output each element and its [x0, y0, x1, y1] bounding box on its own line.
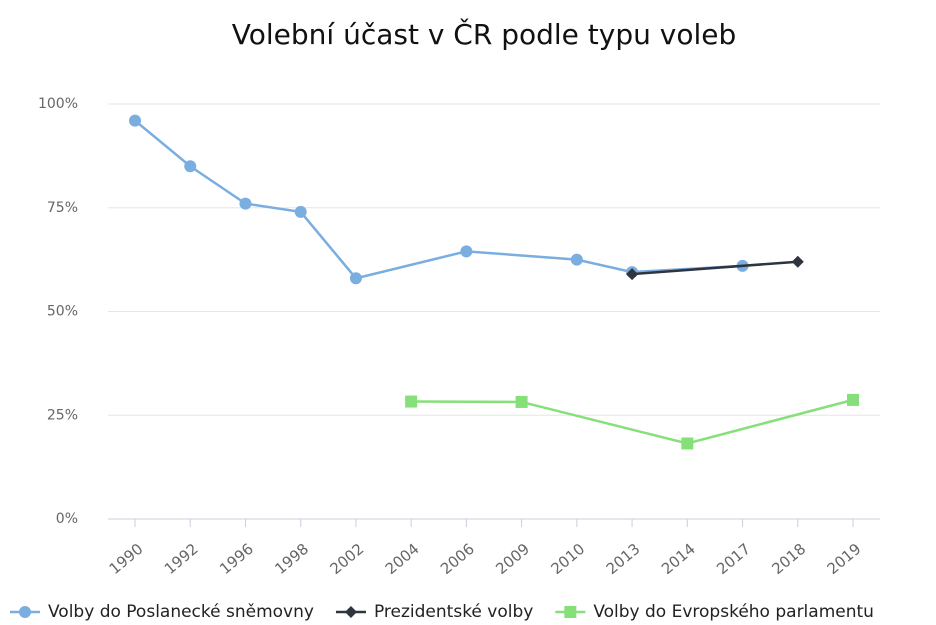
legend-label: Prezidentské volby	[374, 602, 533, 622]
legend-label: Volby do Evropského parlamentu	[593, 602, 874, 622]
x-tick-label: 2014	[658, 540, 699, 578]
data-point	[405, 395, 418, 408]
x-tick-label: 1990	[106, 540, 147, 578]
data-point	[564, 606, 577, 618]
x-tick-label: 2017	[713, 540, 754, 578]
data-point	[681, 437, 694, 450]
legend-label: Volby do Poslanecké sněmovny	[48, 602, 314, 622]
data-point	[129, 114, 141, 127]
data-point	[349, 272, 362, 285]
x-tick-label: 2013	[603, 540, 644, 578]
data-point	[239, 197, 252, 210]
data-point	[791, 255, 804, 268]
data-point	[19, 606, 31, 618]
x-tick-label: 2018	[768, 540, 809, 578]
series-line	[411, 398, 854, 445]
x-tick-label: 1996	[216, 540, 257, 578]
x-tick-label: 2019	[824, 540, 865, 578]
series-line	[134, 119, 743, 280]
chart-title: Volební účast v ČR podle typu voleb	[232, 17, 737, 51]
y-tick-label: 100%	[38, 96, 78, 112]
series-line	[631, 260, 798, 276]
x-tick-label: 2004	[382, 540, 423, 578]
y-tick-label: 50%	[47, 304, 78, 320]
x-tick-label: 1998	[271, 540, 312, 578]
data-point	[570, 253, 583, 266]
y-tick-label: 75%	[47, 200, 78, 216]
x-tick-label: 2006	[437, 540, 478, 578]
x-tick-label: 2010	[547, 540, 588, 578]
y-tick-label: 0%	[56, 511, 78, 527]
data-point	[626, 268, 639, 281]
data-point	[515, 395, 528, 408]
x-tick-label: 2002	[327, 540, 368, 578]
data-point	[460, 245, 473, 258]
data-point	[294, 205, 307, 218]
x-tick-label: 1992	[161, 540, 202, 578]
y-tick-label: 25%	[47, 407, 78, 423]
data-point	[184, 160, 197, 173]
data-point	[847, 393, 859, 406]
data-point	[344, 606, 357, 618]
x-tick-label: 2009	[492, 540, 533, 578]
